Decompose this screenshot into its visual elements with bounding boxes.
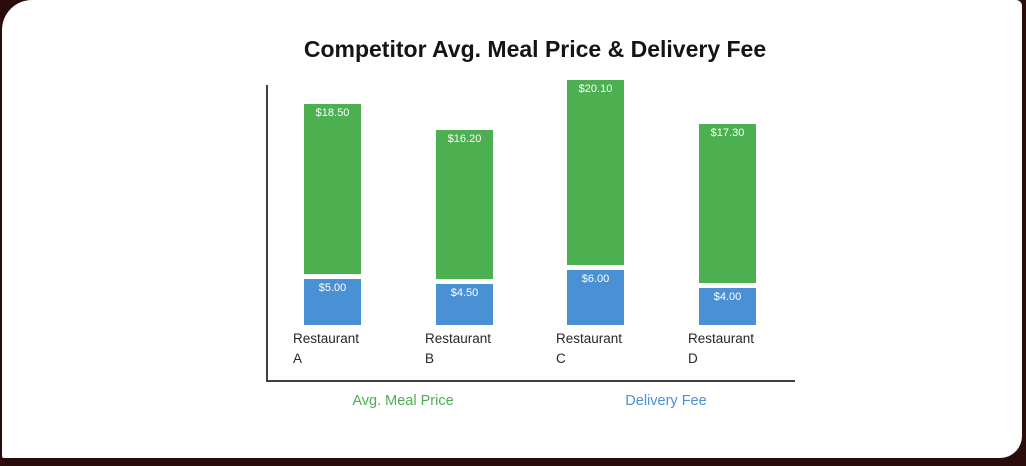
bar-value-label: $16.20 (447, 133, 482, 145)
y-axis-line (266, 85, 268, 381)
category-label: Restaurant C (556, 331, 623, 366)
bar-delivery-fee: $5.00 (304, 279, 361, 325)
bar-avg-meal-price: $16.20 (436, 130, 493, 279)
bar-value-label: $4.50 (450, 287, 479, 299)
bar-avg-meal-price: $17.30 (699, 124, 756, 283)
chart-title: Competitor Avg. Meal Price & Delivery Fe… (303, 36, 767, 62)
bar-delivery-fee: $6.00 (567, 270, 624, 325)
bar-value-label: $6.00 (581, 273, 610, 285)
legend-delivery-fee: Delivery Fee (625, 393, 707, 409)
x-axis-line (266, 380, 795, 382)
bar-value-label: $5.00 (318, 282, 347, 294)
category-label: Restaurant B (425, 331, 492, 366)
category-label: Restaurant A (293, 331, 360, 366)
chart-card: Competitor Avg. Meal Price & Delivery Fe… (2, 0, 1022, 458)
bar-value-label: $4.00 (713, 291, 742, 303)
bar-delivery-fee: $4.50 (436, 284, 493, 325)
bar-delivery-fee: $4.00 (699, 288, 756, 325)
plot-area: $18.50 $5.00 Restaurant A $16.20 $4.50 Restaur… (2, 0, 1022, 458)
legend-avg-meal-price: Avg. Meal Price (352, 393, 454, 409)
bar-avg-meal-price: $20.10 (567, 80, 624, 265)
bar-value-label: $18.50 (315, 107, 350, 119)
bar-value-label: $17.30 (710, 127, 745, 139)
bar-avg-meal-price: $18.50 (304, 104, 361, 274)
bar-value-label: $20.10 (578, 83, 613, 95)
category-label: Restaurant D (688, 331, 755, 366)
